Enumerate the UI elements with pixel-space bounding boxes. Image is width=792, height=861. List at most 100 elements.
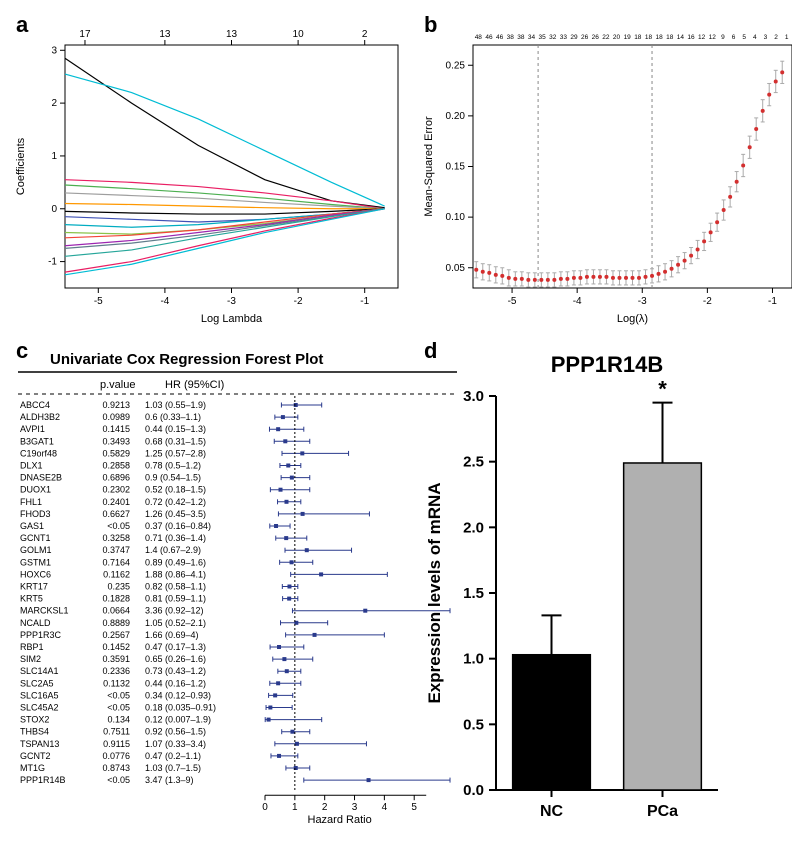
- figure-grid: a -10123-5-4-3-2-1171313102Log LambdaCoe…: [10, 10, 782, 846]
- svg-text:46: 46: [485, 34, 493, 41]
- svg-text:0.7511: 0.7511: [103, 727, 130, 737]
- svg-text:1.5: 1.5: [463, 585, 484, 602]
- svg-text:Log(λ): Log(λ): [617, 313, 648, 325]
- svg-text:12: 12: [698, 34, 706, 41]
- svg-text:ABCC4: ABCC4: [20, 400, 50, 410]
- svg-text:0.71 (0.36–1.4): 0.71 (0.36–1.4): [145, 533, 206, 543]
- svg-text:0.1452: 0.1452: [102, 642, 130, 652]
- svg-text:DNASE2B: DNASE2B: [20, 473, 62, 483]
- svg-text:1.03 (0.7–1.5): 1.03 (0.7–1.5): [145, 763, 201, 773]
- svg-text:20: 20: [613, 34, 621, 41]
- svg-text:32: 32: [549, 34, 557, 41]
- svg-text:2: 2: [774, 34, 778, 41]
- svg-text:18: 18: [634, 34, 642, 41]
- svg-text:HR (95%CI): HR (95%CI): [165, 379, 224, 391]
- svg-text:1.4 (0.67–2.9): 1.4 (0.67–2.9): [145, 545, 201, 555]
- svg-text:DUOX1: DUOX1: [20, 485, 51, 495]
- svg-text:GSTM1: GSTM1: [20, 557, 51, 567]
- svg-text:0.68 (0.31–1.5): 0.68 (0.31–1.5): [145, 436, 206, 446]
- svg-text:MT1G: MT1G: [20, 763, 45, 773]
- svg-text:SIM2: SIM2: [20, 654, 41, 664]
- svg-text:FHOD3: FHOD3: [20, 509, 51, 519]
- svg-text:1.07 (0.33–3.4): 1.07 (0.33–3.4): [145, 739, 206, 749]
- svg-text:5: 5: [411, 802, 417, 813]
- svg-text:26: 26: [581, 34, 589, 41]
- panel-d-label: d: [424, 338, 437, 364]
- svg-text:0.34 (0.12–0.93): 0.34 (0.12–0.93): [145, 690, 211, 700]
- panel-b-label: b: [424, 12, 437, 38]
- svg-text:STOX2: STOX2: [20, 715, 49, 725]
- svg-text:1.26 (0.45–3.5): 1.26 (0.45–3.5): [145, 509, 206, 519]
- svg-text:0.134: 0.134: [107, 715, 130, 725]
- svg-text:Expression levels of mRNA: Expression levels of mRNA: [425, 482, 444, 703]
- svg-text:THBS4: THBS4: [20, 727, 49, 737]
- svg-text:0.72 (0.42–1.2): 0.72 (0.42–1.2): [145, 497, 206, 507]
- svg-text:3.47 (1.3–9): 3.47 (1.3–9): [145, 775, 194, 785]
- svg-text:PPP1R14B: PPP1R14B: [551, 352, 664, 377]
- svg-text:3: 3: [764, 34, 768, 41]
- svg-text:2.5: 2.5: [463, 454, 484, 471]
- svg-text:0.0: 0.0: [463, 782, 484, 799]
- svg-text:0.37 (0.16–0.84): 0.37 (0.16–0.84): [145, 521, 211, 531]
- panel-a: a -10123-5-4-3-2-1171313102Log LambdaCoe…: [10, 10, 410, 328]
- svg-text:0.15: 0.15: [446, 162, 466, 173]
- svg-text:0.3258: 0.3258: [102, 533, 130, 543]
- svg-text:-5: -5: [94, 296, 103, 307]
- svg-text:2.0: 2.0: [463, 519, 484, 536]
- svg-text:0.0664: 0.0664: [102, 606, 130, 616]
- svg-text:38: 38: [517, 34, 525, 41]
- svg-text:48: 48: [475, 34, 483, 41]
- svg-text:<0.05: <0.05: [107, 690, 130, 700]
- svg-text:*: *: [658, 377, 667, 402]
- svg-text:<0.05: <0.05: [107, 703, 130, 713]
- svg-text:38: 38: [507, 34, 515, 41]
- svg-text:0.2401: 0.2401: [102, 497, 130, 507]
- svg-text:17: 17: [79, 29, 91, 40]
- svg-text:0.2858: 0.2858: [102, 461, 130, 471]
- svg-text:<0.05: <0.05: [107, 521, 130, 531]
- svg-text:SLC45A2: SLC45A2: [20, 703, 59, 713]
- svg-text:3: 3: [352, 802, 358, 813]
- svg-text:SLC14A1: SLC14A1: [20, 666, 59, 676]
- svg-text:0.9 (0.54–1.5): 0.9 (0.54–1.5): [145, 473, 201, 483]
- svg-text:AVPI1: AVPI1: [20, 424, 45, 434]
- svg-text:0.25: 0.25: [446, 60, 466, 71]
- panel-c-label: c: [16, 338, 28, 364]
- svg-text:NCALD: NCALD: [20, 618, 51, 628]
- svg-text:-4: -4: [573, 296, 582, 307]
- svg-text:0.81 (0.59–1.1): 0.81 (0.59–1.1): [145, 594, 206, 604]
- svg-text:18: 18: [666, 34, 674, 41]
- svg-text:Coefficients: Coefficients: [15, 137, 27, 195]
- svg-text:18: 18: [645, 34, 653, 41]
- svg-text:GOLM1: GOLM1: [20, 545, 52, 555]
- svg-text:-4: -4: [160, 296, 169, 307]
- svg-text:0.2336: 0.2336: [102, 666, 130, 676]
- svg-text:0.3591: 0.3591: [102, 654, 130, 664]
- svg-text:0: 0: [262, 802, 268, 813]
- svg-text:1.03 (0.55–1.9): 1.03 (0.55–1.9): [145, 400, 206, 410]
- svg-text:22: 22: [602, 34, 610, 41]
- svg-text:FHL1: FHL1: [20, 497, 42, 507]
- svg-text:p.value: p.value: [100, 379, 135, 391]
- svg-text:33: 33: [560, 34, 568, 41]
- svg-text:-1: -1: [360, 296, 369, 307]
- svg-text:ALDH3B2: ALDH3B2: [20, 412, 60, 422]
- svg-text:SLC16A5: SLC16A5: [20, 690, 59, 700]
- svg-text:1: 1: [51, 151, 57, 162]
- svg-text:46: 46: [496, 34, 504, 41]
- svg-text:0.6896: 0.6896: [102, 473, 130, 483]
- svg-text:0.47 (0.17–1.3): 0.47 (0.17–1.3): [145, 642, 206, 652]
- svg-text:NC: NC: [540, 803, 564, 820]
- svg-text:1: 1: [785, 34, 789, 41]
- svg-text:0.6627: 0.6627: [102, 509, 130, 519]
- svg-text:26: 26: [592, 34, 600, 41]
- svg-text:0.52 (0.18–1.5): 0.52 (0.18–1.5): [145, 485, 206, 495]
- svg-text:16: 16: [687, 34, 695, 41]
- svg-text:1.25 (0.57–2.8): 1.25 (0.57–2.8): [145, 448, 206, 458]
- panel-b: b 0.050.100.150.200.25-5-4-3-2-148464638…: [418, 10, 792, 328]
- svg-text:GCNT2: GCNT2: [20, 751, 51, 761]
- svg-text:18: 18: [655, 34, 663, 41]
- svg-text:Hazard Ratio: Hazard Ratio: [308, 814, 372, 826]
- svg-text:0.1828: 0.1828: [102, 594, 130, 604]
- svg-text:0.78 (0.5–1.2): 0.78 (0.5–1.2): [145, 461, 201, 471]
